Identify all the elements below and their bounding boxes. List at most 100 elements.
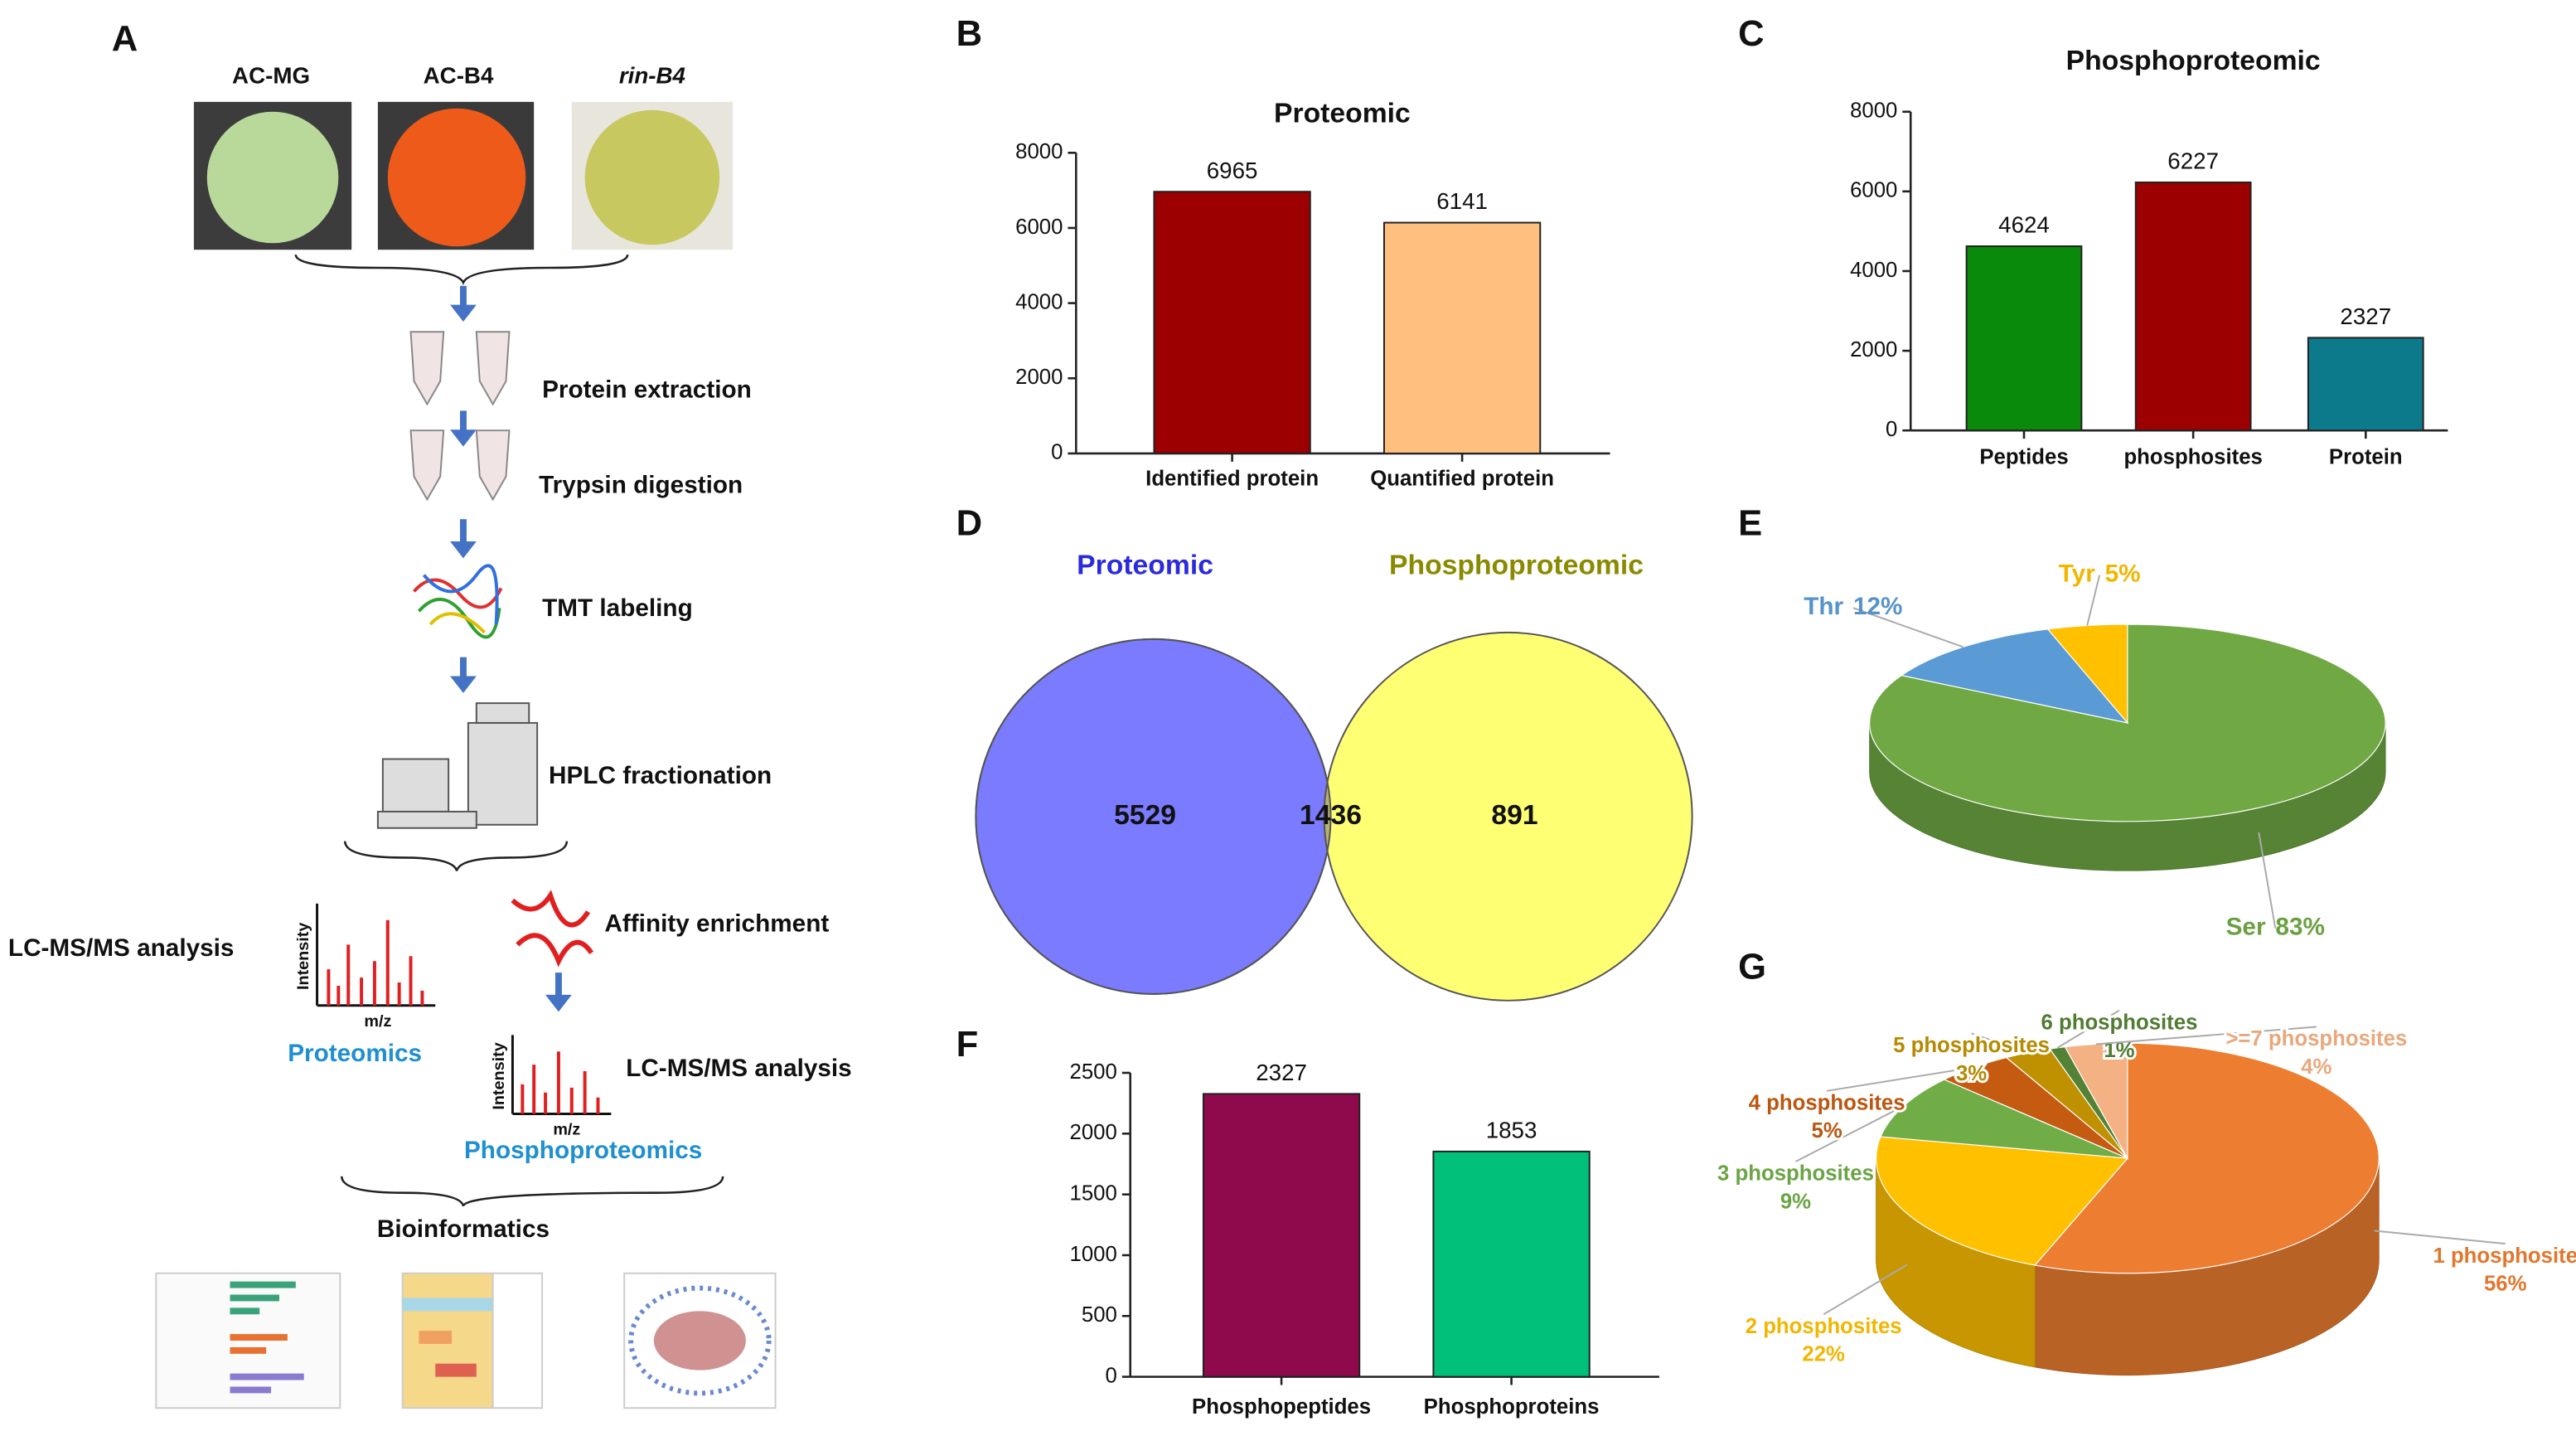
step-label: Bioinformatics [377,1215,550,1243]
y-tick-label: 2000 [1850,338,1897,361]
x-tick-label: phosphosites [2123,446,2262,469]
value-label: 4624 [1998,212,2050,238]
slice-value: 5% [1812,1119,1842,1142]
value-label: 2327 [1256,1060,1307,1085]
y-tick-label: 0 [1051,441,1063,464]
bar [1153,191,1311,454]
set-outline [975,638,1332,995]
x-tick-label: Peptides [1979,446,2068,469]
bar [1202,1093,1361,1378]
fruit [584,109,720,245]
slice-category: Tyr [2059,560,2095,587]
slice-value: 4% [2301,1055,2331,1079]
y-tick-label: 1500 [1070,1181,1117,1205]
y-tick-label: 8000 [1015,140,1063,163]
leader-line [2086,575,2101,626]
value-label: 6227 [2167,148,2219,174]
axis-label: m/z [553,1121,580,1139]
bar [1382,221,1542,454]
spectrum-icon: Intensity m/z [490,1035,612,1139]
x-tick-label: Phosphopeptides [1192,1395,1371,1419]
y-tick-label: 0 [1886,418,1897,441]
region-value: 891 [1491,800,1537,831]
slice-label: Ser 83% [2226,913,2325,940]
leader-line [1826,1066,1974,1092]
slice [2046,623,2128,725]
slice-category: 3 phosphosites [1717,1162,1874,1186]
y-tick-label: 2000 [1015,366,1063,389]
overlap [1323,638,1331,994]
fruit [387,108,526,247]
y-tick-label: 6000 [1015,216,1063,239]
bar [2307,337,2424,432]
slice-label: Thr 12% [1804,593,1902,620]
leader-line [1795,1105,1905,1162]
value-label: 6965 [1207,158,1258,183]
step-label: Affinity enrichment [604,910,829,938]
slice-value: 5% [2105,560,2141,587]
brace [343,841,569,871]
x-tick-label: Identified protein [1145,467,1319,490]
slice-category: 2 phosphosites [1746,1315,1902,1338]
step-label: Trypsin digestion [539,471,743,498]
value-label: 1853 [1486,1117,1537,1142]
chart-title: Proteomic [1274,99,1411,129]
spectrum-icon: Intensity m/z [294,903,436,1031]
sample-label: AC-B4 [424,62,494,88]
leader-line [2056,1009,2120,1049]
fruit [206,111,339,244]
slice [2034,1042,2380,1274]
leader-line [2095,1026,2317,1045]
slice [1880,1079,2128,1159]
region-value: 5529 [1114,800,1176,831]
step-label: LC-MS/MS analysis [8,934,235,962]
y-tick-label: 500 [1082,1303,1117,1327]
bar [1965,245,2083,432]
slice-category: >=7 phosphosites [2225,1027,2407,1050]
step-label: Protein extraction [542,376,752,403]
leader-line [2258,832,2277,929]
enrichment-icon [511,890,594,968]
slice-category: Thr [1804,593,1843,620]
sample-label: rin-B4 [619,62,685,88]
y-tick-label: 1000 [1070,1243,1117,1266]
branch-label: Proteomics [288,1040,422,1067]
panel-label: G [1738,948,1766,987]
value-label: 6141 [1436,188,1488,214]
x-tick-label: Quantified protein [1370,467,1554,490]
axis-label: Intensity [294,923,312,990]
leader-line [1823,1264,1908,1316]
slice-category: 1 phosphosite [2433,1244,2576,1268]
set-label: Phosphoproteomic [1389,551,1644,581]
peptides-icon [413,564,503,639]
slice-value: 12% [1853,593,1902,620]
slice-category: 4 phosphosites [1749,1091,1905,1114]
value-label: 2327 [2340,303,2391,329]
workflow: AC-MG AC-B4 rin-B4 Protein extraction Tr… [8,62,852,1409]
brace [294,254,629,285]
slice-value: 9% [1780,1190,1811,1213]
slice-category: Ser [2226,913,2266,940]
axis-label: m/z [364,1012,391,1031]
branch-label: Phosphoproteomics [464,1137,702,1164]
y-tick-label: 2500 [1070,1060,1117,1084]
slice-value: 56% [2484,1272,2527,1295]
slice-label: Tyr 5% [2059,560,2141,587]
panel-label: B [956,14,982,54]
slice [2064,1042,2128,1161]
arrows [450,285,572,1012]
panel-label: C [1738,14,1764,54]
panel-label: A [112,19,138,59]
hplc-icon [376,702,539,829]
slice-category: 6 phosphosites [2041,1011,2198,1034]
step-label: TMT labeling [542,594,693,622]
panel-label: E [1738,504,1762,544]
slice-value: 3% [1956,1062,1987,1085]
x-tick-label: Phosphoproteins [1424,1395,1600,1419]
slice-category: 5 phosphosites [1893,1034,2050,1057]
leader-line [1971,1032,2028,1054]
slice-value: 22% [1802,1343,1845,1366]
region-value: 1436 [1300,800,1362,831]
